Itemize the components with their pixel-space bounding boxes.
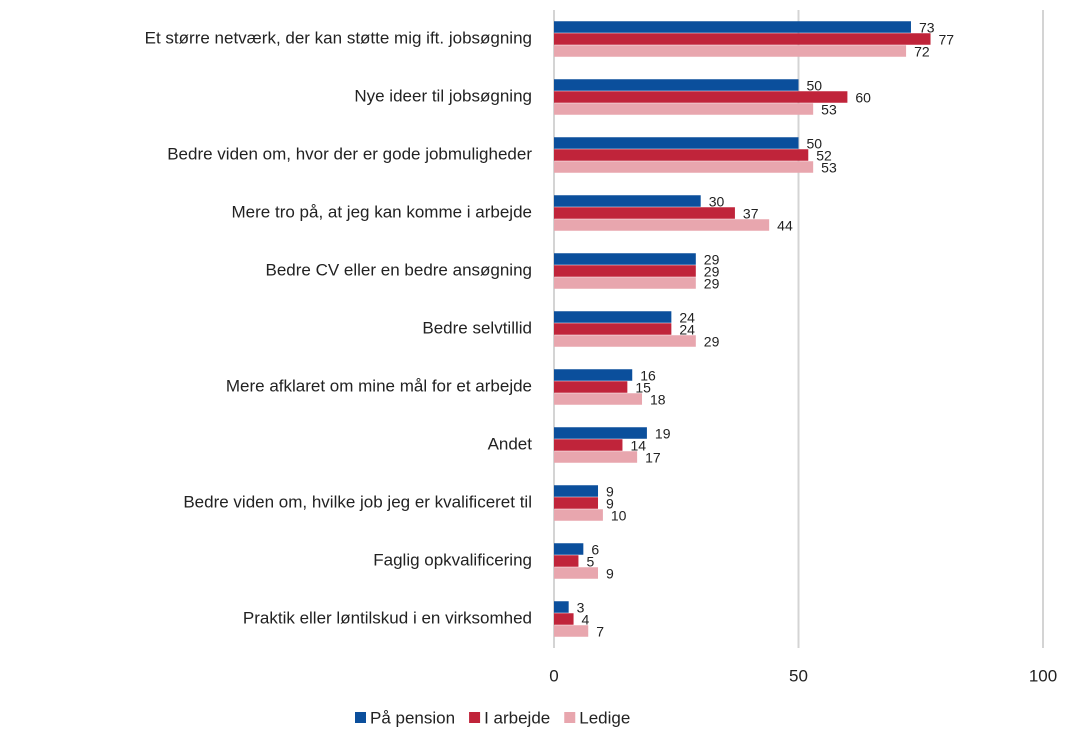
- legend-label: Ledige: [579, 708, 630, 727]
- bar: [554, 45, 907, 57]
- bar: [554, 207, 735, 219]
- data-label: 73: [919, 20, 935, 36]
- bar: [554, 323, 672, 335]
- bar: [554, 497, 599, 509]
- bar: [554, 103, 814, 115]
- bar: [554, 137, 799, 149]
- bar: [554, 79, 799, 91]
- category-label: Bedre CV eller en bedre ansøgning: [266, 260, 533, 279]
- category-label: Andet: [488, 434, 533, 453]
- bar: [554, 21, 911, 33]
- bar: [554, 253, 696, 265]
- x-tick-label: 50: [789, 666, 808, 685]
- data-label: 53: [821, 102, 837, 118]
- category-label: Praktik eller løntilskud i en virksomhed: [243, 608, 532, 627]
- data-label: 3: [577, 600, 585, 616]
- bar: [554, 277, 696, 289]
- category-label: Nye ideer til jobsøgning: [354, 86, 532, 105]
- legend-swatch: [469, 712, 481, 723]
- bar: [554, 613, 574, 625]
- bar: [554, 381, 628, 393]
- data-label: 16: [640, 368, 656, 384]
- bar: [554, 439, 623, 451]
- data-label: 29: [704, 276, 720, 292]
- data-label: 53: [821, 160, 837, 176]
- data-label: 77: [939, 32, 955, 48]
- bar: [554, 427, 647, 439]
- legend-swatch: [355, 712, 366, 723]
- data-label: 9: [606, 566, 614, 582]
- bar: [554, 451, 638, 463]
- bar: [554, 335, 696, 347]
- bar: [554, 543, 584, 555]
- data-label: 9: [606, 496, 614, 512]
- data-label: 17: [645, 450, 661, 466]
- bar: [554, 625, 589, 637]
- data-label: 50: [807, 136, 823, 152]
- category-label: Mere afklaret om mine mål for et arbejde: [226, 376, 532, 395]
- category-label: Faglig opkvalificering: [373, 550, 532, 569]
- bar: [554, 219, 770, 231]
- bar: [554, 509, 603, 521]
- category-label: Bedre viden om, hvilke job jeg er kvalif…: [183, 492, 532, 511]
- data-label: 60: [855, 90, 871, 106]
- data-label: 24: [679, 322, 695, 338]
- data-label: 50: [807, 78, 823, 94]
- data-label: 72: [914, 44, 930, 60]
- data-label: 29: [704, 252, 720, 268]
- category-label: Mere tro på, at jeg kan komme i arbejde: [232, 202, 532, 221]
- bar: [554, 311, 672, 323]
- bar: [554, 393, 643, 405]
- data-label: 5: [586, 554, 594, 570]
- category-label: Et større netværk, der kan støtte mig if…: [145, 28, 532, 47]
- x-tick-label: 0: [549, 666, 558, 685]
- data-label: 19: [655, 426, 671, 442]
- bar: [554, 33, 931, 45]
- data-label: 10: [611, 508, 627, 524]
- data-label: 4: [582, 612, 590, 628]
- data-label: 30: [709, 194, 725, 210]
- bar: [554, 91, 848, 103]
- x-tick-label: 100: [1029, 666, 1057, 685]
- legend-label: På pension: [370, 708, 455, 727]
- data-label: 6: [591, 542, 599, 558]
- data-label: 29: [704, 334, 720, 350]
- category-label: Bedre viden om, hvor der er gode jobmuli…: [167, 144, 532, 163]
- bar: [554, 601, 569, 613]
- data-label: 52: [816, 148, 832, 164]
- data-label: 37: [743, 206, 759, 222]
- category-label: Bedre selvtillid: [422, 318, 532, 337]
- bar: [554, 369, 633, 381]
- bar: [554, 555, 579, 567]
- bar: [554, 485, 599, 497]
- bar: [554, 265, 696, 277]
- data-label: 44: [777, 218, 793, 234]
- data-label: 15: [635, 380, 651, 396]
- data-label: 18: [650, 392, 666, 408]
- bar: [554, 149, 809, 161]
- bar: [554, 567, 599, 579]
- data-label: 7: [596, 624, 604, 640]
- bar: [554, 195, 701, 207]
- data-label: 24: [679, 310, 695, 326]
- data-label: 29: [704, 264, 720, 280]
- bar: [554, 161, 814, 173]
- data-label: 14: [630, 438, 646, 454]
- legend-label: I arbejde: [484, 708, 550, 727]
- data-label: 9: [606, 484, 614, 500]
- legend-swatch: [564, 712, 576, 723]
